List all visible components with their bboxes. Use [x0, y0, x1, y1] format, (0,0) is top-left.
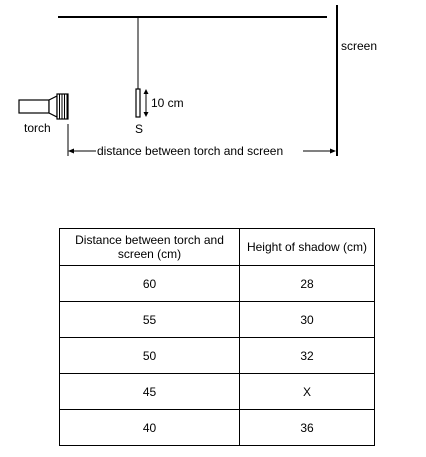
height-arrowhead-top [143, 89, 149, 94]
height-arrowhead-bottom [143, 112, 149, 117]
table-row: 50 32 [59, 337, 375, 374]
shadow-height-cell: 28 [239, 265, 375, 302]
distance-label: distance between torch and screen [97, 144, 283, 158]
shadow-height-cell: 32 [239, 337, 375, 374]
distance-cell: 45 [59, 373, 240, 410]
object-s [135, 88, 141, 118]
shadow-height-cell: 36 [239, 409, 375, 446]
torch-shadow-diagram: screen S 10 cm torch distance between to… [18, 5, 377, 158]
distance-arrowhead-left [68, 148, 74, 154]
distance-cell: 50 [59, 337, 240, 374]
shadow-height-cell: X [239, 373, 375, 410]
distance-cell: 60 [59, 265, 240, 302]
torch-icon [18, 93, 69, 120]
distance-arrowhead-right [330, 148, 336, 154]
distance-cell: 55 [59, 301, 240, 338]
object-height-label: 10 cm [151, 96, 184, 110]
screen-label: screen [341, 39, 377, 53]
header-shadow-height: Height of shadow (cm) [239, 228, 375, 266]
table-row: 60 28 [59, 265, 375, 302]
distance-cell: 40 [59, 409, 240, 446]
shadow-height-cell: 30 [239, 301, 375, 338]
table-row: 45 X [59, 373, 375, 410]
header-distance: Distance between torch and screen (cm) [59, 228, 240, 266]
object-label: S [135, 122, 143, 136]
table-row: 40 36 [59, 409, 375, 446]
shadow-data-table: Distance between torch and screen (cm) H… [59, 228, 375, 446]
table-row: 55 30 [59, 301, 375, 338]
table-header-row: Distance between torch and screen (cm) H… [59, 228, 375, 266]
torch-label: torch [24, 121, 51, 135]
